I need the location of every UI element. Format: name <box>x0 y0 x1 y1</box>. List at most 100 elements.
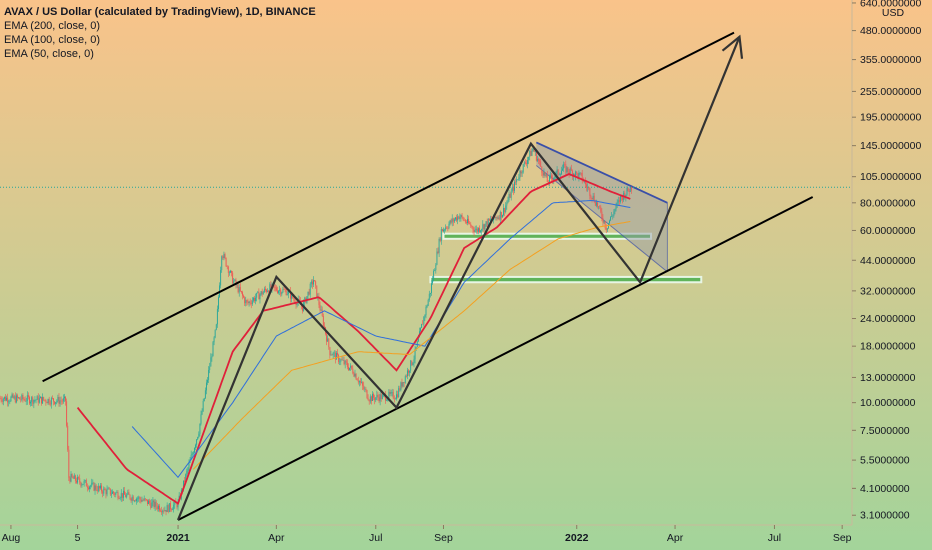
support-zone-2[interactable] <box>429 275 703 284</box>
candle <box>26 391 28 405</box>
candle-body <box>237 284 239 293</box>
candle-body <box>390 392 392 394</box>
channel-upper-line[interactable] <box>42 31 735 383</box>
candle-body <box>474 229 476 232</box>
candle <box>247 298 249 305</box>
candle <box>530 148 532 157</box>
time-axis[interactable]: Aug 5 2021 Apr Jul Sep 2022 Apr Jul Sep <box>2 525 852 544</box>
candle <box>404 374 406 384</box>
candle-body <box>604 221 606 228</box>
candle <box>142 498 144 502</box>
candle-body <box>404 376 406 383</box>
candle <box>470 221 472 228</box>
candle-body <box>592 195 594 199</box>
candle-body <box>103 488 105 494</box>
candle <box>331 353 333 356</box>
candle <box>310 279 312 288</box>
candle <box>334 350 336 364</box>
candle-body <box>93 482 95 491</box>
candle-body <box>287 291 289 295</box>
candle <box>10 395 12 402</box>
candle <box>510 188 512 201</box>
candle <box>414 345 416 364</box>
candle-body <box>196 439 198 445</box>
candle <box>205 379 207 395</box>
candle-body <box>611 216 613 217</box>
candle-body <box>389 391 391 394</box>
candle <box>521 170 523 177</box>
candle-body <box>627 187 629 191</box>
candle <box>232 270 234 284</box>
candle-body <box>132 496 134 501</box>
candle-body <box>566 167 568 173</box>
candle-body <box>499 211 501 220</box>
candle <box>156 503 158 512</box>
candle <box>66 398 68 428</box>
time-tick-label: 2021 <box>166 532 190 544</box>
candle-body <box>105 490 107 495</box>
candle <box>410 359 412 374</box>
channel-lower-line[interactable] <box>177 196 814 521</box>
candle <box>347 363 349 372</box>
price-axis[interactable]: 640.0000000 480.0000000 355.0000000 255.000… <box>852 0 921 522</box>
candle <box>526 160 527 167</box>
indicator-ema50-label[interactable]: EMA (50, close, 0) <box>4 48 94 60</box>
candle-body <box>377 394 379 398</box>
candle-body <box>600 206 602 212</box>
candle-body <box>528 156 530 161</box>
candle-body <box>614 209 616 212</box>
candle-body <box>247 302 249 303</box>
candle-body <box>568 171 570 174</box>
candle <box>224 252 226 260</box>
support-zone-1[interactable] <box>442 232 653 240</box>
candle-body <box>32 397 34 404</box>
candle-body <box>569 168 571 174</box>
candle-body <box>171 509 172 510</box>
candle <box>476 227 478 235</box>
ema200-line[interactable] <box>192 221 631 470</box>
candle <box>238 284 240 297</box>
candle <box>512 183 514 195</box>
candle-body <box>562 168 563 171</box>
candle-body <box>192 452 194 454</box>
candle <box>124 487 125 495</box>
candle <box>125 492 127 498</box>
candle-body <box>156 506 158 510</box>
candle <box>15 393 17 404</box>
candle <box>68 445 70 481</box>
candle-body <box>77 477 79 483</box>
candle <box>368 399 370 405</box>
candle <box>22 393 24 403</box>
candle-body <box>11 394 13 397</box>
zigzag-projection-path[interactable] <box>176 36 741 521</box>
candle-body <box>10 396 12 402</box>
candle-body <box>113 491 115 494</box>
candle <box>603 220 605 224</box>
candle-body <box>567 167 569 172</box>
candle-body <box>225 257 227 267</box>
time-tick-label: Sep <box>434 532 453 544</box>
candle <box>355 373 357 380</box>
candle <box>56 399 58 405</box>
candle <box>153 499 155 509</box>
indicator-ema100-label[interactable]: EMA (100, close, 0) <box>4 34 100 46</box>
candle <box>195 443 196 451</box>
symbol-title[interactable]: AVAX / US Dollar (calculated by TradingV… <box>4 6 316 18</box>
candle-body <box>92 482 94 484</box>
candle-body <box>443 229 444 232</box>
falling-wedge-top-line[interactable] <box>535 141 668 204</box>
candle <box>61 398 63 405</box>
candle-body <box>427 299 429 306</box>
candle-body <box>46 402 48 404</box>
indicator-ema200-label[interactable]: EMA (200, close, 0) <box>4 20 100 32</box>
candle <box>250 299 252 309</box>
candle-body <box>527 160 529 164</box>
candle-body <box>151 502 153 508</box>
ema50-line[interactable] <box>76 173 631 506</box>
candle-body <box>481 229 483 231</box>
candle-body <box>239 287 241 292</box>
time-tick-label: Apr <box>667 532 684 544</box>
candle-body <box>480 230 482 232</box>
